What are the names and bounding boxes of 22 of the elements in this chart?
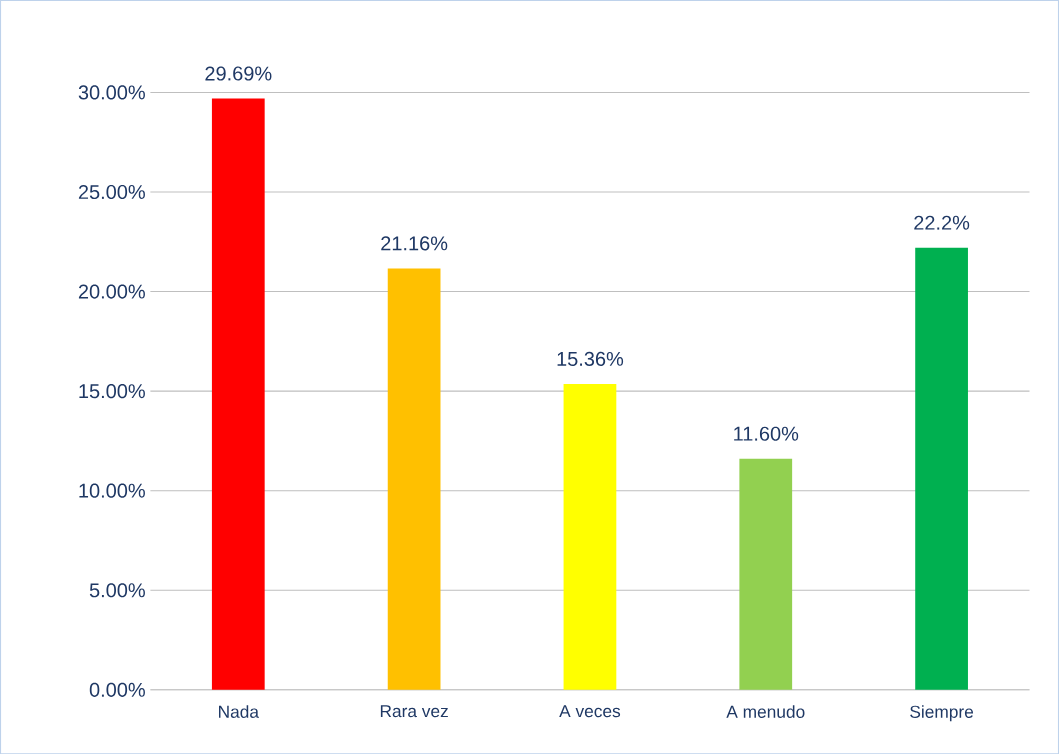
- x-tick-label: A veces: [559, 705, 621, 718]
- data-label: 21.16%: [381, 236, 448, 251]
- y-tick-label: 5.00%: [89, 583, 145, 598]
- bar: [915, 247, 968, 690]
- data-label: 15.36%: [557, 351, 624, 366]
- y-tick-label: 30.00%: [78, 85, 145, 100]
- y-tick-label: 25.00%: [78, 184, 145, 199]
- bar: [563, 383, 617, 690]
- bar: [739, 458, 793, 690]
- x-tick-label: Rara vez: [380, 705, 448, 718]
- bar: [387, 268, 441, 690]
- data-label: 22.2%: [914, 215, 970, 230]
- y-tick-label: 20.00%: [78, 284, 145, 299]
- bar: [211, 98, 265, 690]
- data-label: 11.60%: [734, 426, 799, 441]
- x-tick-label: A menudo: [726, 705, 805, 718]
- y-tick-label: 15.00%: [79, 383, 145, 399]
- x-tick-label: Siempre: [910, 705, 974, 722]
- data-label: 29.69%: [205, 66, 272, 81]
- y-tick-label: 0.00%: [89, 682, 145, 697]
- y-tick-label: 10.00%: [79, 483, 145, 498]
- x-tick-label: Nada: [219, 705, 259, 718]
